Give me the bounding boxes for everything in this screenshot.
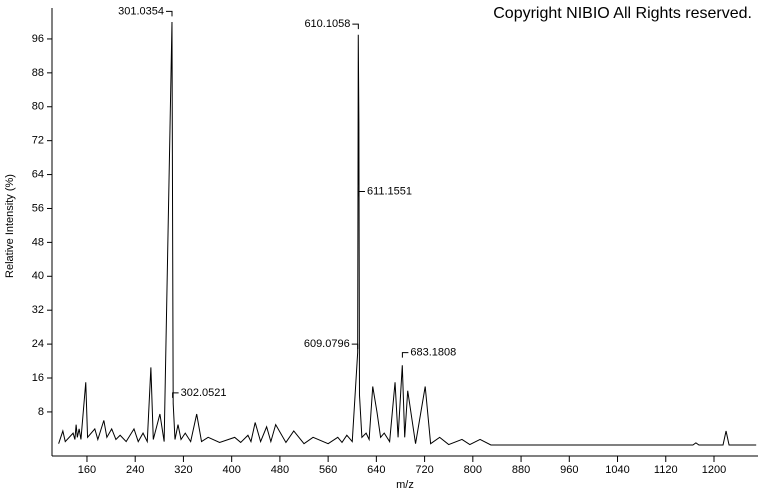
- y-tick-label: 80: [32, 101, 44, 113]
- x-tick-label: 480: [271, 464, 289, 476]
- y-tick-label: 24: [32, 338, 44, 350]
- peak-label: 301.0354: [118, 5, 164, 17]
- chart-title: Copyright NIBIO All Rights reserved.: [493, 5, 752, 22]
- x-tick-label: 400: [222, 464, 240, 476]
- y-tick-label: 8: [38, 406, 44, 418]
- spectrum-line: [58, 21, 757, 446]
- peak-leader: [172, 392, 179, 398]
- y-tick-label: 16: [32, 372, 44, 384]
- peak-leader: [358, 191, 365, 197]
- x-tick-label: 160: [78, 464, 96, 476]
- x-tick-label: 320: [174, 464, 192, 476]
- x-tick-label: 720: [415, 464, 433, 476]
- peak-label: 611.1551: [367, 185, 412, 197]
- peak-label: 683.1808: [410, 346, 456, 358]
- x-tick-label: 800: [464, 464, 482, 476]
- x-tick-label: 1200: [702, 464, 726, 476]
- y-tick-label: 72: [32, 135, 44, 147]
- x-tick-label: 1040: [605, 464, 629, 476]
- peak-leader: [352, 23, 359, 30]
- y-tick-label: 32: [32, 304, 44, 316]
- peak-label: 610.1058: [304, 18, 350, 30]
- y-tick-label: 56: [32, 202, 44, 214]
- x-tick-label: 1120: [654, 464, 678, 476]
- peak-leader: [165, 10, 173, 17]
- peak-label: 609.0796: [304, 338, 350, 350]
- x-tick-label: 640: [367, 464, 385, 476]
- x-tick-label: 240: [126, 464, 144, 476]
- y-tick-label: 96: [32, 33, 44, 45]
- x-tick-label: 960: [560, 464, 578, 476]
- y-tick-label: 88: [32, 67, 44, 79]
- y-axis-label: Relative Intensity (%): [4, 174, 16, 278]
- x-axis-label: m/z: [396, 479, 414, 491]
- y-tick-label: 64: [32, 168, 44, 180]
- x-tick-label: 560: [319, 464, 337, 476]
- peak-leader: [351, 343, 359, 350]
- y-tick-label: 40: [32, 270, 44, 282]
- peak-leader: [401, 352, 409, 358]
- peak-label: 302.0521: [181, 387, 227, 399]
- x-tick-label: 880: [512, 464, 530, 476]
- y-tick-label: 48: [32, 236, 44, 248]
